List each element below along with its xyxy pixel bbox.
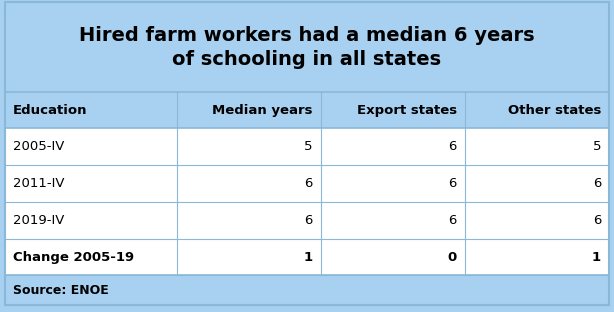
Text: 6: 6 [305, 214, 313, 227]
Text: Education: Education [13, 104, 87, 117]
Text: Export states: Export states [357, 104, 457, 117]
Text: 2019-IV: 2019-IV [13, 214, 64, 227]
Text: 5: 5 [305, 140, 313, 153]
Text: 6: 6 [593, 214, 601, 227]
Text: 6: 6 [448, 140, 457, 153]
Text: Other states: Other states [508, 104, 601, 117]
Bar [5, 275, 609, 305]
Text: 2011-IV: 2011-IV [13, 177, 64, 190]
Bar [5, 239, 609, 275]
Text: Source: ENOE: Source: ENOE [13, 284, 109, 296]
Text: 6: 6 [448, 177, 457, 190]
Text: 5: 5 [593, 140, 601, 153]
Bar [5, 165, 609, 202]
Bar [5, 92, 609, 128]
Text: 6: 6 [305, 177, 313, 190]
Bar [5, 2, 609, 92]
Text: 1: 1 [592, 251, 601, 264]
Text: 6: 6 [448, 214, 457, 227]
Text: Hired farm workers had a median 6 years
of schooling in all states: Hired farm workers had a median 6 years … [79, 26, 535, 69]
Text: Median years: Median years [212, 104, 313, 117]
Text: 0: 0 [448, 251, 457, 264]
Text: 6: 6 [593, 177, 601, 190]
Bar [5, 128, 609, 165]
Text: Change 2005-19: Change 2005-19 [13, 251, 134, 264]
Text: 2005-IV: 2005-IV [13, 140, 64, 153]
Bar [5, 202, 609, 239]
Text: 1: 1 [304, 251, 313, 264]
